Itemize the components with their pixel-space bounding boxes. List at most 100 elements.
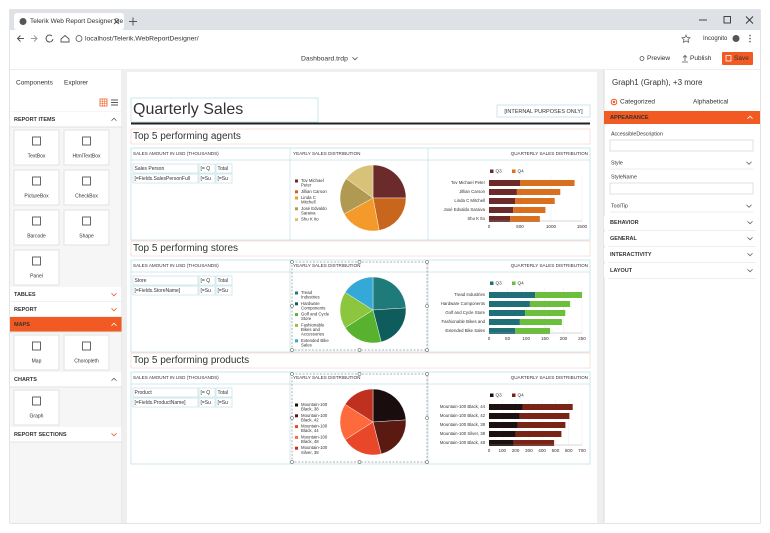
selection-title: Graph1 (Graph), +3 more	[612, 78, 703, 87]
component-tile[interactable]	[63, 169, 110, 206]
component-tile[interactable]	[63, 129, 110, 166]
selection-handle[interactable]	[425, 372, 429, 376]
save[interactable]: Save	[734, 55, 749, 62]
selection-handle[interactable]	[425, 416, 429, 420]
group-header[interactable]	[10, 112, 122, 127]
x-tick-label: 0	[488, 224, 491, 229]
table-cell-text: [=Su	[218, 288, 229, 294]
selection-handle[interactable]	[290, 304, 294, 308]
x-tick-label: 200	[560, 336, 568, 341]
publish[interactable]: Publish	[690, 55, 712, 62]
pie-header: YEARLY SALES DISTRIBUTION	[293, 263, 360, 268]
selection-handle[interactable]	[290, 260, 294, 264]
table-cell-text: Total	[218, 278, 229, 284]
view-grid[interactable]	[99, 98, 108, 107]
component-tile[interactable]	[13, 209, 60, 246]
chevron	[352, 57, 358, 61]
selection-handle[interactable]	[425, 304, 429, 308]
view-option[interactable]: Categorized	[620, 99, 655, 106]
group-title[interactable]: MAPS	[14, 322, 30, 328]
legend-label: Q4	[518, 393, 525, 398]
forward[interactable]	[31, 35, 38, 42]
component-tile[interactable]	[13, 389, 60, 426]
legend-label: Shu K Ito	[301, 217, 319, 222]
component-icon	[32, 256, 41, 266]
category-title[interactable]: INTERACTIVITY	[610, 252, 652, 258]
selection-handle[interactable]	[425, 460, 429, 464]
selection-handle[interactable]	[290, 460, 294, 464]
category-title[interactable]: LAYOUT	[610, 268, 633, 274]
selection-handle[interactable]	[357, 260, 362, 264]
category-title[interactable]: BEHAVIOR	[610, 220, 639, 226]
component-tile[interactable]	[13, 169, 60, 206]
selection-handle[interactable]	[357, 460, 362, 464]
table-cell-text: Store	[135, 278, 147, 284]
url[interactable]: localhost/Telerik.WebReportDesigner/	[85, 35, 199, 42]
selection-handle[interactable]	[357, 348, 362, 352]
close-window[interactable]	[745, 16, 754, 24]
group-title[interactable]: REPORT	[14, 307, 38, 313]
category-header[interactable]	[604, 232, 760, 245]
group-header[interactable]	[10, 372, 122, 387]
table-cell	[132, 163, 199, 174]
group-title[interactable]: TABLES	[14, 292, 36, 298]
report-title: Quarterly Sales	[133, 101, 243, 118]
tab[interactable]	[14, 13, 124, 30]
maximize[interactable]	[723, 16, 731, 24]
group-title[interactable]: REPORT SECTIONS	[14, 432, 67, 438]
table-cell	[215, 387, 233, 398]
table-cell-text: [= Q	[201, 278, 211, 284]
new-tab[interactable]	[129, 17, 137, 26]
property-input[interactable]	[609, 182, 754, 195]
panel-tab[interactable]: Components	[16, 80, 54, 87]
group-header[interactable]	[10, 302, 122, 317]
table-cell-text: Total	[218, 166, 229, 172]
group-header[interactable]	[10, 287, 122, 302]
category-header[interactable]	[604, 248, 760, 261]
bookmark[interactable]	[681, 34, 691, 43]
reload[interactable]	[45, 34, 54, 43]
category-header[interactable]	[604, 264, 760, 277]
selection-handle[interactable]	[357, 372, 362, 376]
bar	[515, 328, 551, 334]
group-title[interactable]: REPORT ITEMS	[14, 117, 56, 123]
view-list[interactable]	[111, 99, 118, 106]
section-title: Top 5 performing stores	[133, 243, 238, 254]
document-name[interactable]: Dashboard.trdp	[301, 55, 348, 62]
table-cell-text: [= Q	[201, 390, 211, 396]
home[interactable]	[60, 34, 70, 43]
group-title[interactable]: CHARTS	[14, 377, 37, 383]
panel-tab[interactable]: Explorer	[64, 80, 89, 87]
pie-slice	[372, 164, 407, 199]
category-title[interactable]: GENERAL	[610, 236, 638, 242]
group-header[interactable]	[10, 317, 122, 332]
table-cell	[198, 163, 216, 174]
selection-handle[interactable]	[290, 348, 294, 352]
component-tile[interactable]	[63, 209, 110, 246]
preview[interactable]: Preview	[647, 55, 670, 62]
view-option[interactable]: Alphabetical	[693, 99, 729, 106]
table-cell	[198, 387, 216, 398]
category-header[interactable]	[604, 216, 760, 229]
table-cell	[132, 387, 199, 398]
y-tick-label: Mountain-100 Black, 42	[440, 413, 486, 418]
selection-handle[interactable]	[425, 260, 429, 264]
app-toolbar	[10, 47, 760, 70]
back[interactable]	[16, 35, 25, 42]
component-tile[interactable]	[63, 334, 110, 371]
category-header[interactable]	[604, 111, 760, 124]
x-tick-label: 700	[578, 448, 586, 453]
legend-swatch	[295, 339, 298, 343]
component-icon	[82, 341, 91, 351]
component-tile[interactable]	[13, 249, 60, 286]
group-header[interactable]	[10, 427, 122, 442]
component-tile[interactable]	[13, 129, 60, 166]
selection-handle[interactable]	[425, 348, 429, 352]
radio-on[interactable]	[610, 98, 618, 106]
category-title[interactable]: APPEARANCE	[610, 115, 649, 121]
selection-handle[interactable]	[290, 416, 294, 420]
tab-close[interactable]	[113, 18, 120, 25]
property-input[interactable]	[609, 139, 754, 152]
selection-handle[interactable]	[290, 372, 294, 376]
component-tile[interactable]	[13, 334, 60, 371]
